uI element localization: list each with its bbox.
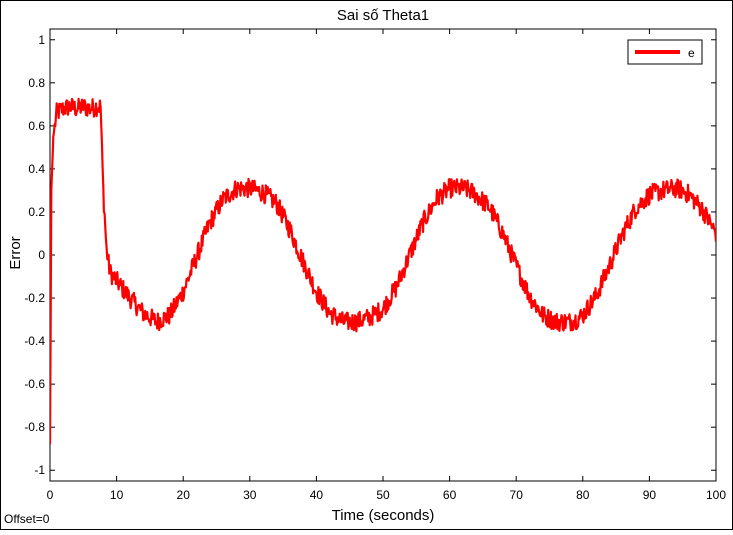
x-tick-label: 50: [376, 488, 390, 502]
x-tick-label: 0: [47, 488, 54, 502]
axes: 0 10 20 30 40 50 60 70 80 90 100-1-0.8-0.6-0.4-0.2…: [24, 28, 726, 502]
legend: e: [627, 39, 703, 65]
x-tick-label: 100: [706, 488, 726, 502]
plot-area: [50, 97, 716, 445]
offset-note: Offset=0: [4, 512, 50, 526]
x-tick-label: 30: [243, 488, 257, 502]
y-tick-label: -0.6: [24, 377, 45, 391]
x-axis-label: Time (seconds): [332, 507, 435, 524]
y-tick-label: 0.8: [28, 76, 45, 90]
chart-title: Sai số Theta1: [337, 7, 429, 24]
y-tick-label: 0.4: [28, 162, 45, 176]
y-tick-label: -0.2: [24, 291, 45, 305]
x-tick-label: 20: [177, 488, 191, 502]
axes-box: [49, 28, 717, 482]
y-tick-label: 1: [38, 33, 45, 47]
y-tick-label: -0.8: [24, 420, 45, 434]
legend-label-e: e: [688, 46, 695, 60]
x-tick-label: 40: [310, 488, 324, 502]
y-tick-label: -1: [34, 463, 45, 477]
y-axis-label: Error: [7, 236, 24, 269]
x-tick-label: 90: [643, 488, 657, 502]
series-line-e: [50, 97, 716, 445]
x-tick-label: 70: [510, 488, 524, 502]
y-tick-label: 0.2: [28, 205, 45, 219]
x-tick-label: 10: [110, 488, 124, 502]
y-tick-label: 0: [38, 248, 45, 262]
y-tick-label: -0.4: [24, 334, 45, 348]
y-tick-label: 0.6: [28, 119, 45, 133]
x-tick-label: 60: [443, 488, 457, 502]
x-tick-label: 80: [576, 488, 590, 502]
